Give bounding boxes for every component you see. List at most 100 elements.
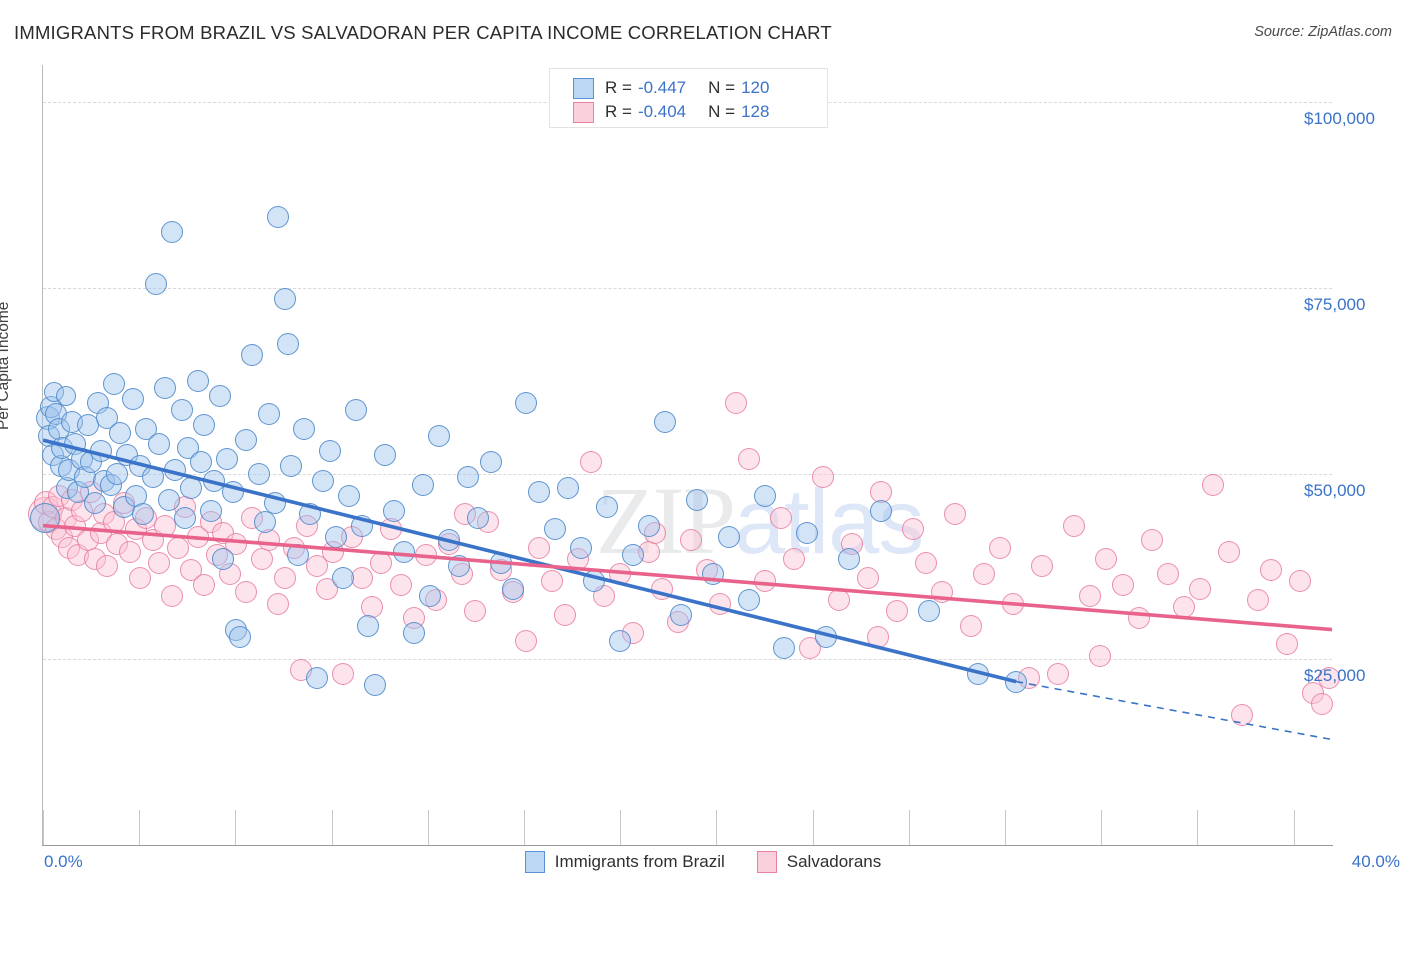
scatter-point <box>276 332 299 355</box>
x-axis-tick <box>235 810 237 845</box>
scatter-point <box>193 414 216 437</box>
scatter-point <box>193 574 216 596</box>
stats-row-pink: R = -0.404 N = 128 <box>550 100 827 124</box>
x-axis-label-min: 0.0% <box>44 852 83 871</box>
scatter-point <box>753 570 776 593</box>
scatter-point <box>264 492 287 515</box>
scatter-point <box>428 425 451 448</box>
scatter-point <box>457 466 480 489</box>
scatter-point <box>29 503 60 534</box>
scatter-point <box>1311 692 1334 715</box>
stats-row-blue: R = -0.447 N = 120 <box>550 76 827 100</box>
scatter-point <box>331 663 354 686</box>
scatter-point <box>1005 670 1028 693</box>
scatter-point <box>83 492 106 515</box>
scatter-point <box>109 421 132 444</box>
scatter-point <box>128 566 151 589</box>
stats-n-label-pink: N = <box>708 102 736 121</box>
scatter-point <box>299 503 322 526</box>
scatter-point <box>885 600 908 622</box>
legend-item-immigrants-from-brazil[interactable]: Immigrants from Brazil <box>524 851 725 873</box>
scatter-point <box>170 399 193 422</box>
scatter-point <box>383 499 406 522</box>
scatter-point <box>209 384 232 407</box>
x-axis-tick <box>812 810 814 845</box>
stats-swatch-blue <box>573 77 594 99</box>
scatter-point <box>257 403 280 426</box>
scatter-point <box>160 221 183 244</box>
scatter-point <box>702 562 725 585</box>
scatter-point <box>180 477 203 500</box>
scatter-point <box>363 674 386 697</box>
scatter-point <box>608 562 631 585</box>
scatter-point <box>782 548 805 570</box>
stats-r-value-blue: -0.447 <box>637 78 687 97</box>
scatter-point <box>222 481 245 504</box>
y-axis-tick-label: $50,000 <box>1304 480 1366 500</box>
series-legend: Immigrants from Brazil Salvadorans <box>0 851 1406 873</box>
stats-n-label-blue: N = <box>708 78 736 97</box>
scatter-point <box>148 551 170 574</box>
scatter-point <box>447 555 470 578</box>
scatter-point <box>515 629 538 652</box>
scatter-point <box>943 503 966 526</box>
plot-area: ZIPatlas <box>27 65 1340 845</box>
x-axis-tick <box>1293 810 1295 845</box>
scatter-point <box>1172 596 1195 619</box>
scatter-point <box>837 548 860 570</box>
scatter-point <box>392 540 415 563</box>
scatter-point <box>1217 540 1240 563</box>
scatter-point <box>827 588 850 611</box>
scatter-point <box>389 574 412 596</box>
source-attribution: Source: ZipAtlas.com <box>1254 24 1392 40</box>
scatter-point <box>737 588 760 611</box>
scatter-point <box>160 585 183 608</box>
x-axis-tick <box>523 810 525 845</box>
scatter-point <box>1156 562 1179 585</box>
scatter-point <box>351 566 374 589</box>
scatter-point <box>1230 704 1253 726</box>
x-axis-tick <box>716 810 718 845</box>
scatter-point <box>273 566 296 589</box>
scatter-point <box>918 600 941 622</box>
stats-r-label-pink: R = <box>605 102 632 121</box>
scatter-point <box>795 522 818 544</box>
scatter-point <box>164 458 187 481</box>
x-axis-tick <box>908 810 910 845</box>
scatter-point <box>141 466 164 489</box>
scatter-point <box>1047 663 1070 686</box>
scatter-point <box>1088 644 1111 667</box>
scatter-point <box>157 488 180 511</box>
x-axis-tick <box>43 810 44 845</box>
scatter-point <box>96 555 119 578</box>
scatter-point <box>769 507 792 530</box>
scatter-point <box>972 562 995 585</box>
scatter-point <box>914 551 937 574</box>
scatter-point <box>1288 570 1311 593</box>
scatter-point <box>119 540 141 563</box>
scatter-point <box>286 544 309 567</box>
scatter-point <box>293 418 316 440</box>
y-axis-title: Per Capita Income <box>0 301 12 430</box>
scatter-point <box>541 570 564 593</box>
scatter-point <box>856 566 879 589</box>
scatter-point <box>679 529 702 552</box>
scatter-point <box>173 507 196 530</box>
scatter-point <box>608 629 631 652</box>
scatter-point <box>312 470 335 492</box>
scatter-point <box>724 392 747 414</box>
scatter-point <box>544 518 567 541</box>
x-axis-label-max: 40.0% <box>1351 852 1400 871</box>
scatter-point <box>528 481 551 504</box>
scatter-point <box>338 484 361 507</box>
legend-item-salvadorans[interactable]: Salvadorans <box>756 851 881 873</box>
scatter-point <box>463 600 486 622</box>
x-axis-tick <box>620 810 622 845</box>
scatter-point <box>370 551 393 574</box>
scatter-point <box>595 496 618 518</box>
scatter-point <box>931 581 954 604</box>
scatter-point <box>670 603 693 626</box>
scatter-point <box>811 466 834 489</box>
scatter-point <box>235 429 258 452</box>
stats-n-value-pink: 128 <box>741 102 770 121</box>
